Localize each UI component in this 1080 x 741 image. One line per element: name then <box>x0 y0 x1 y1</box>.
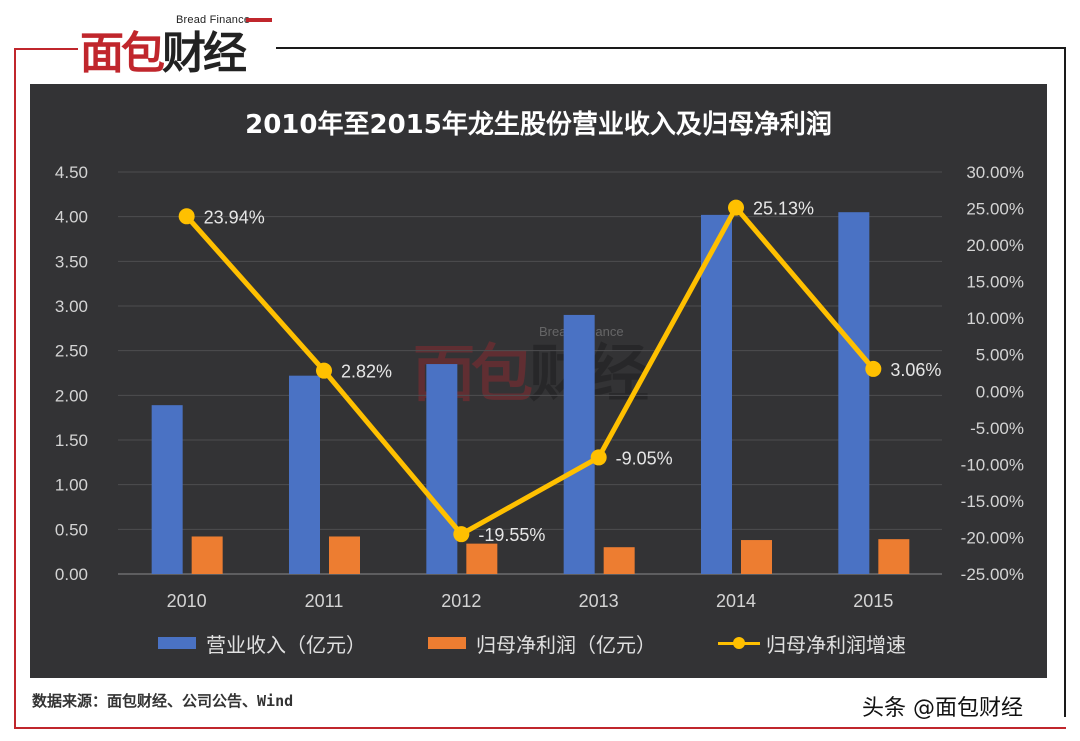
growth-line <box>184 205 876 537</box>
bar-profit <box>878 539 910 574</box>
growth-data-label: 3.06% <box>890 360 941 380</box>
data-source-note: 数据来源：面包财经、公司公告、Wind <box>32 692 294 710</box>
x-tick-label: 2013 <box>579 591 619 611</box>
bar-revenue <box>701 214 732 574</box>
growth-point <box>316 362 332 379</box>
y-left-tick-label: 2.00 <box>55 386 88 405</box>
growth-data-label: -19.55% <box>478 525 545 545</box>
frame-top-right-border <box>276 47 1066 49</box>
y-left-tick-label: 0.00 <box>55 565 88 584</box>
y-left-tick-label: 1.00 <box>55 476 88 495</box>
legend-label-profit: 归母净利润（亿元） <box>476 632 656 657</box>
growth-point <box>453 526 470 543</box>
legend-item-growth: 归母净利润增速 <box>718 630 906 657</box>
legend-swatch-revenue <box>158 637 196 649</box>
growth-data-label: 2.82% <box>341 362 392 382</box>
brand-chinese-dark: 财经 <box>162 28 247 79</box>
legend-swatch-growth <box>718 635 760 651</box>
brand-logo: Bread Finance 面包财经 <box>80 14 276 80</box>
y-left-tick-label: 2.50 <box>55 342 88 361</box>
growth-point <box>178 208 195 225</box>
frame-right-border <box>1064 47 1066 717</box>
x-tick-label: 2011 <box>305 591 344 611</box>
y-right-tick-label: -10.00% <box>961 455 1024 474</box>
y-right-tick-label: 5.00% <box>976 346 1024 365</box>
bar-profit <box>466 543 498 574</box>
y-left-tick-label: 3.00 <box>55 297 88 316</box>
bar-profit <box>329 536 360 574</box>
legend-label-growth: 归母净利润增速 <box>766 632 906 657</box>
y-right-tick-label: 15.00% <box>966 273 1024 292</box>
chart-title: 2010年至2015年龙生股份营业收入及归母净利润 <box>245 110 832 140</box>
bar-revenue <box>151 405 183 574</box>
growth-point <box>728 199 744 216</box>
y-right-tick-label: -20.00% <box>961 528 1024 547</box>
y-right-tick-label: 30.00% <box>966 163 1024 182</box>
bar-revenue <box>838 212 870 574</box>
growth-point <box>865 360 882 377</box>
y-right-tick-label: -5.00% <box>970 419 1024 438</box>
brand-chinese: 面包财经 <box>80 28 247 80</box>
bar-revenue <box>289 375 320 574</box>
x-tick-label: 2015 <box>853 591 893 611</box>
bar-profit <box>603 547 635 574</box>
legend-item-revenue: 营业收入（亿元） <box>158 630 366 657</box>
x-tick-label: 2012 <box>441 591 481 611</box>
frame-bottom-border <box>14 727 1066 729</box>
x-tick-label: 2014 <box>716 591 756 611</box>
bar-profit <box>191 536 223 574</box>
bar-revenue <box>563 314 595 574</box>
combo-chart: 0.00 0.50 1.00 1.50 2.00 2.50 3.00 3.50 4.00 4.50… <box>55 163 1024 611</box>
bar-revenue <box>426 364 458 574</box>
chart-panel: 2010年至2015年龙生股份营业收入及归母净利润 Bread Finance … <box>30 84 1047 678</box>
brand-english: Bread Finance <box>176 14 251 26</box>
chart-legend: 营业收入（亿元） 归母净利润（亿元） 归母净利润增速 <box>30 630 1047 657</box>
growth-data-label: -9.05% <box>616 448 673 468</box>
frame-top-left-border <box>14 48 78 50</box>
legend-item-profit: 归母净利润（亿元） <box>428 630 656 657</box>
legend-label-revenue: 营业收入（亿元） <box>206 632 366 657</box>
brand-accent-bar <box>246 18 272 22</box>
y-right-tick-label: 20.00% <box>966 236 1024 255</box>
frame-left-border <box>14 48 16 728</box>
y-left-tick-label: 3.50 <box>55 252 88 271</box>
y-right-tick-label: -25.00% <box>961 565 1024 584</box>
y-left-tick-label: 1.50 <box>55 431 88 450</box>
author-credit: 头条 @面包财经 <box>862 696 1023 721</box>
legend-swatch-profit <box>428 637 466 649</box>
x-tick-label: 2010 <box>167 591 207 611</box>
growth-data-label: 25.13% <box>753 199 814 219</box>
y-right-tick-label: 25.00% <box>966 200 1024 219</box>
y-left-tick-label: 4.50 <box>55 163 88 182</box>
y-right-tick-label: 10.00% <box>966 309 1024 328</box>
y-right-tick-label: 0.00% <box>976 382 1024 401</box>
y-left-tick-label: 0.50 <box>55 520 88 539</box>
growth-point <box>590 449 607 466</box>
growth-data-label: 23.94% <box>204 207 265 227</box>
y-left-tick-label: 4.00 <box>55 208 88 227</box>
bar-profit <box>741 540 772 574</box>
y-right-tick-label: -15.00% <box>961 492 1024 511</box>
brand-chinese-red: 面包 <box>80 28 165 79</box>
